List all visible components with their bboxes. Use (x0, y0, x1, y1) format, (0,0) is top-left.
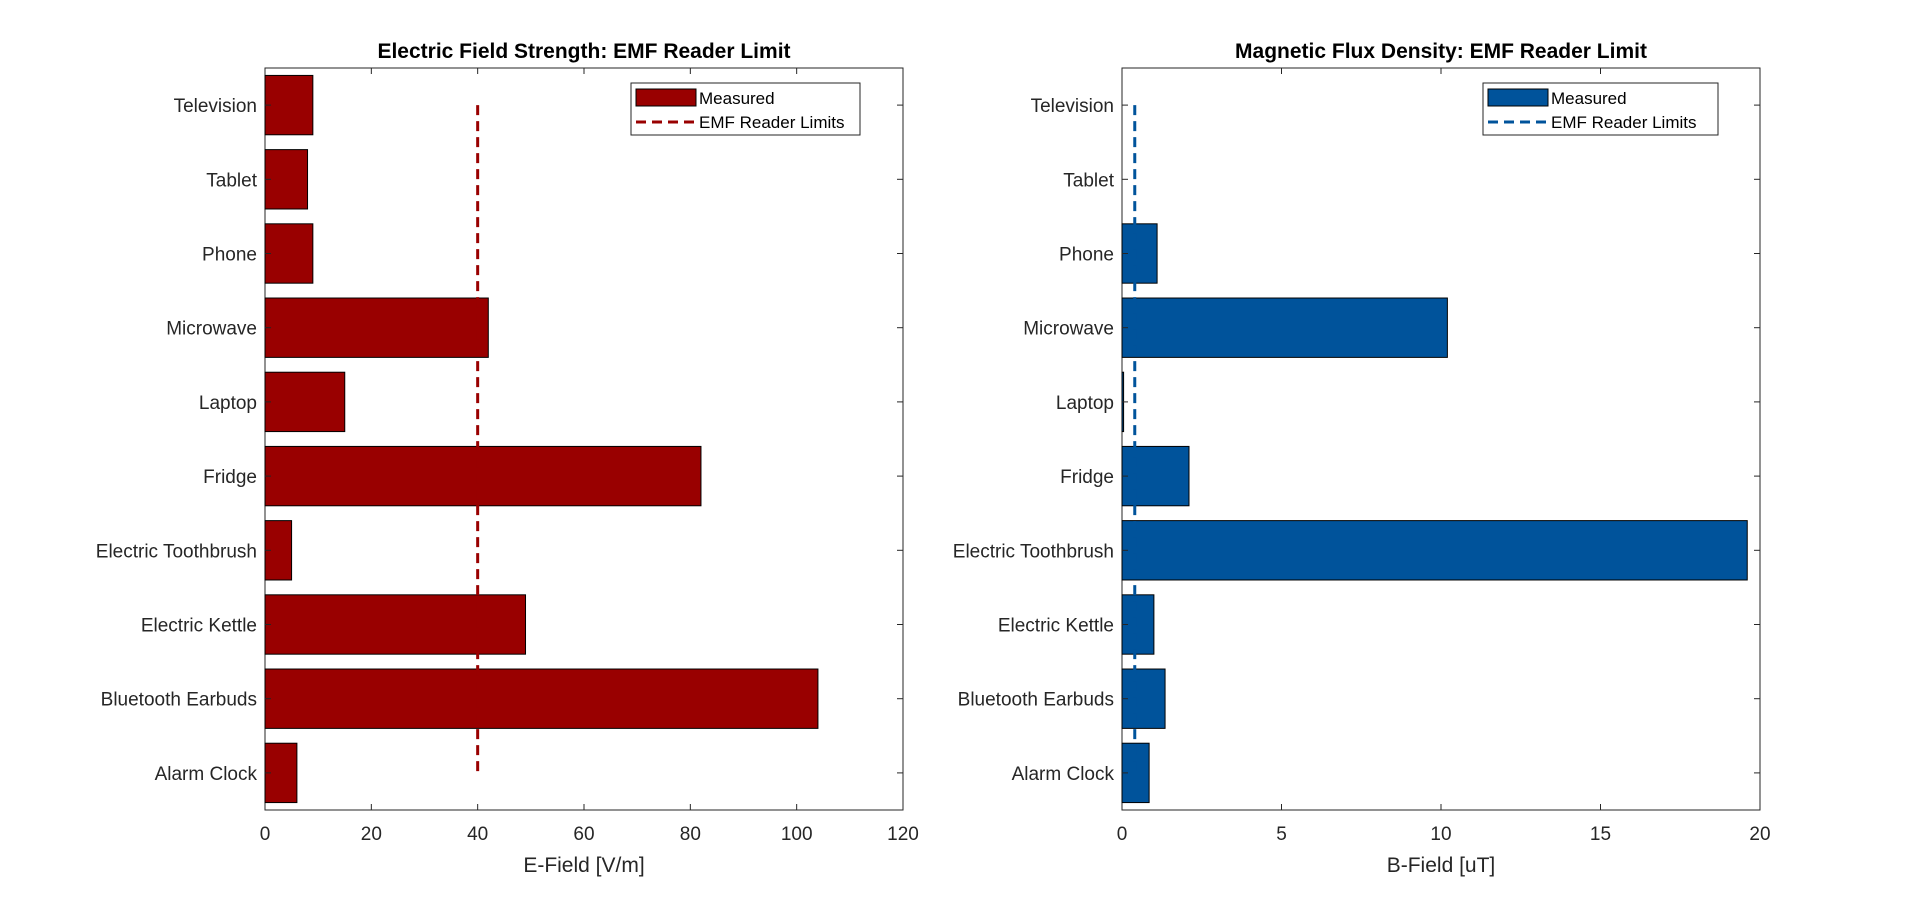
axes-box (1121, 67, 1761, 811)
bar-tablet (264, 149, 309, 210)
category-label: Fridge (1060, 467, 1114, 488)
bar-microwave (1121, 297, 1448, 358)
bar-laptop (264, 371, 346, 433)
category-label: Fridge (203, 467, 257, 488)
category-label: Phone (202, 245, 257, 266)
category-label: Microwave (1023, 319, 1114, 340)
legend: Measured EMF Reader Limits (630, 82, 861, 136)
bar-fridge (264, 445, 702, 507)
x-tick-label: 20 (361, 824, 382, 845)
category-label: Electric Kettle (141, 616, 257, 637)
bar-electric-toothbrush (1121, 520, 1748, 581)
category-label: Electric Toothbrush (953, 541, 1114, 562)
x-tick-label: 60 (573, 824, 594, 845)
category-label: Laptop (1056, 393, 1114, 414)
category-label: Bluetooth Earbuds (958, 690, 1114, 711)
bar-phone (264, 223, 314, 284)
category-label: Television (1031, 96, 1114, 117)
category-label: Phone (1059, 245, 1114, 266)
category-label: Television (174, 96, 257, 117)
category-label: Laptop (199, 393, 257, 414)
bar-bluetooth-earbuds (264, 668, 819, 729)
x-tick-label: 15 (1590, 824, 1611, 845)
magnetic-flux-chart: Magnetic Flux Density: EMF Reader Limit … (953, 40, 1771, 877)
x-tick-label: 120 (887, 824, 919, 845)
x-tick-label: 80 (680, 824, 701, 845)
x-axis-label: E-Field [V/m] (523, 854, 644, 877)
x-tick-label: 5 (1276, 824, 1287, 845)
legend-swatch-measured (635, 88, 697, 107)
category-label: Bluetooth Earbuds (101, 690, 257, 711)
bar-microwave (264, 297, 489, 358)
bar-bluetooth-earbuds (1121, 668, 1166, 729)
legend-swatch-measured (1487, 88, 1549, 107)
x-tick-label: 100 (781, 824, 813, 845)
category-label: Tablet (206, 170, 257, 191)
category-label: Microwave (166, 319, 257, 340)
legend-label-measured: Measured (1551, 89, 1627, 108)
chart-title: Electric Field Strength: EMF Reader Limi… (377, 40, 790, 63)
chart-title: Magnetic Flux Density: EMF Reader Limit (1235, 40, 1647, 63)
category-label: Alarm Clock (155, 764, 258, 785)
category-label: Tablet (1063, 170, 1114, 191)
bar-electric-kettle (264, 594, 527, 655)
x-tick-label: 40 (467, 824, 488, 845)
x-tick-label: 0 (260, 824, 271, 845)
electric-field-chart: Electric Field Strength: EMF Reader Limi… (96, 40, 919, 877)
legend-label-limits: EMF Reader Limits (1551, 113, 1696, 132)
x-tick-label: 0 (1117, 824, 1128, 845)
category-label: Electric Kettle (998, 616, 1114, 637)
category-label: Electric Toothbrush (96, 541, 257, 562)
category-label: Alarm Clock (1012, 764, 1115, 785)
bar-fridge (1121, 445, 1190, 507)
legend-label-limits: EMF Reader Limits (699, 113, 844, 132)
legend-label-measured: Measured (699, 89, 775, 108)
legend: Measured EMF Reader Limits (1482, 82, 1719, 136)
bar-television (264, 74, 314, 136)
x-tick-label: 10 (1430, 824, 1451, 845)
x-axis-label: B-Field [uT] (1387, 854, 1496, 877)
x-tick-label: 20 (1749, 824, 1770, 845)
